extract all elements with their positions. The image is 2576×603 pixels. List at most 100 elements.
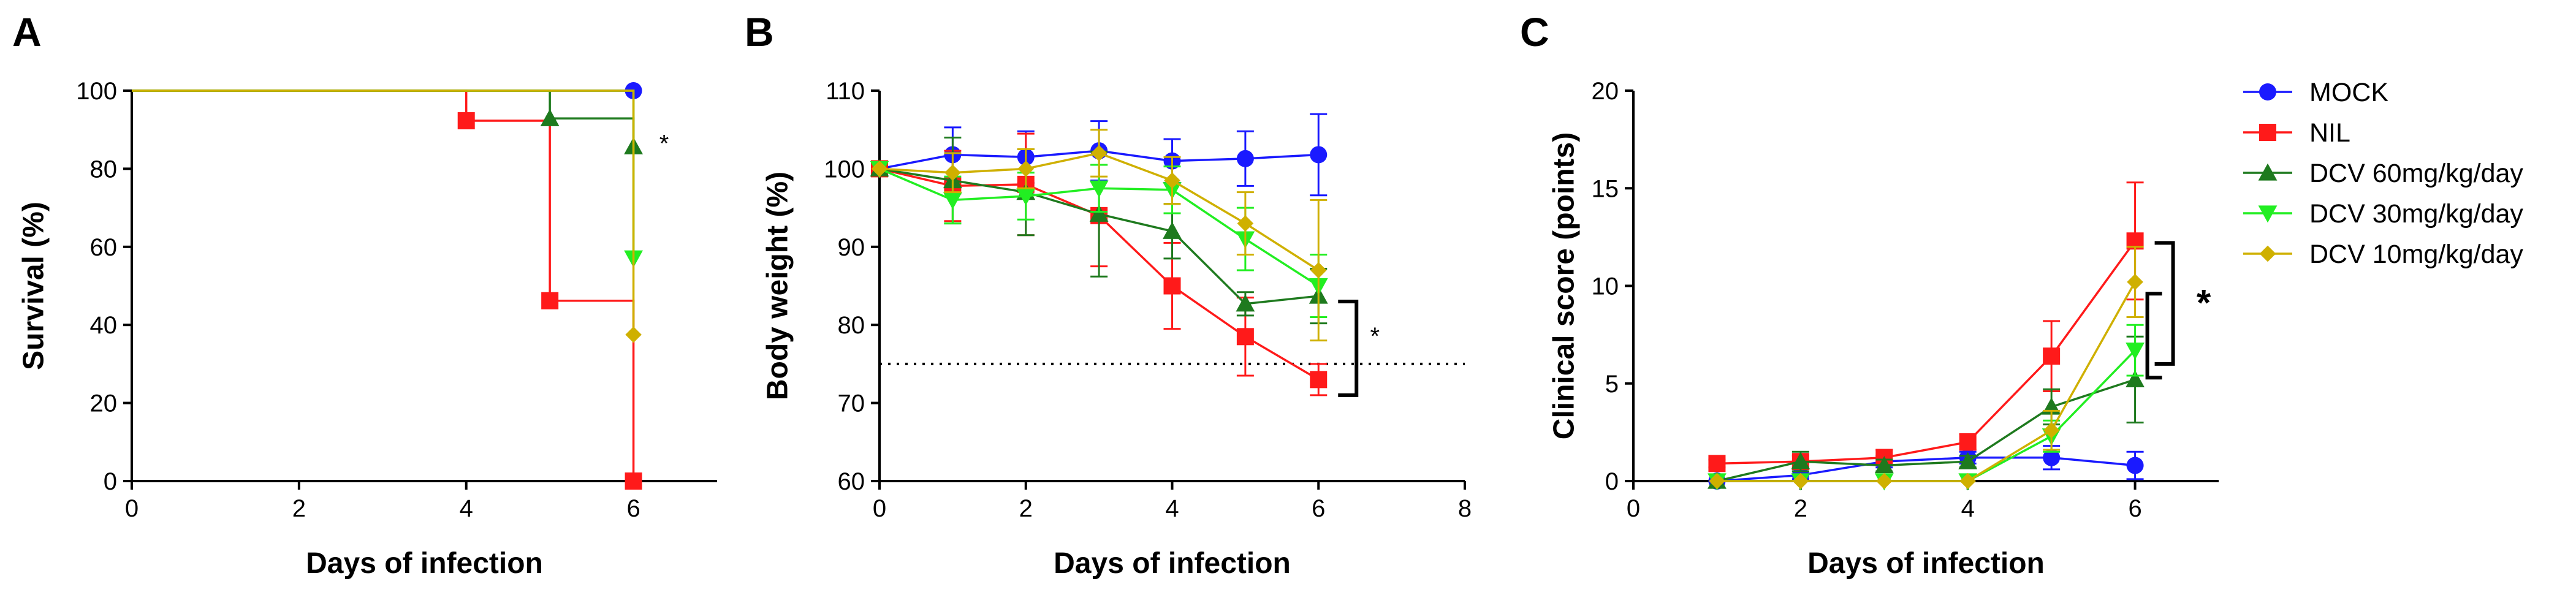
significance-marker: * [659,131,669,157]
series-line [1717,378,2136,482]
x-tick-label: 2 [1794,495,1807,522]
data-point [1875,472,1893,490]
data-point [2043,422,2060,439]
data-point [457,112,475,130]
series-dcv10 [871,129,1328,342]
x-tick-label: 4 [1961,495,1975,522]
y-tick-label: 90 [838,234,865,261]
x-tick-label: 2 [1019,495,1033,522]
y-tick-label: 15 [1592,175,1619,202]
x-tick-label: 6 [626,495,640,522]
data-point [1090,145,1108,162]
data-point [540,108,560,126]
y-axis-title: Clinical score (points) [1548,132,1581,439]
series-line [1717,240,2136,465]
data-point [1089,180,1109,198]
legend-marker [2259,245,2276,262]
series-line [132,89,635,259]
legend-label: DCV 60mg/kg/day [2309,159,2523,188]
legend-marker [2258,163,2278,181]
x-tick-label: 0 [125,495,139,522]
series-dcv60 [132,89,643,154]
y-axis-title: Survival (%) [18,202,50,370]
y-tick-label: 20 [1592,78,1619,105]
data-point [1958,452,1978,469]
y-tick-label: 40 [90,312,118,339]
data-point [2126,457,2144,474]
data-point [1163,277,1181,295]
data-point [1792,472,1809,490]
series-dcv60 [1708,335,2145,489]
legend-item-dcv60: DCV 60mg/kg/day [2243,159,2523,188]
series-line [1717,281,2137,482]
series-nil [1708,181,2144,472]
y-tick-label: 10 [1592,273,1619,300]
x-axis-title: Days of infection [1054,547,1291,580]
series-line [1717,457,2135,482]
y-tick-label: 80 [90,156,118,183]
data-point [2127,273,2143,290]
data-point [1874,456,1894,474]
data-point [1959,472,1977,490]
data-point [1163,221,1182,239]
legend-item-dcv30: DCV 30mg/kg/day [2243,199,2523,229]
y-tick-label: 100 [76,78,117,105]
x-axis-title: Days of infection [306,547,543,580]
significance-marker: * [2197,282,2211,323]
data-point [1709,472,1725,490]
x-tick-label: 0 [873,495,886,522]
data-point [943,192,962,210]
series-dcv10 [1709,246,2144,490]
data-point [1236,294,1255,312]
y-tick-label: 60 [90,234,118,261]
data-point [541,292,559,309]
data-point [1236,328,1254,346]
data-point [1310,262,1327,279]
x-axis-title: Days of infection [1807,547,2045,580]
data-point [1017,161,1035,177]
panel-letter: B [745,9,774,55]
y-tick-label: 110 [826,78,865,105]
significance-bracket [1338,299,1359,397]
data-point [1708,455,1726,472]
significance-bracket [2145,292,2162,380]
legend-marker [2259,83,2276,100]
significance-marker: * [1370,323,1380,350]
y-tick-label: 100 [824,156,865,183]
data-point [625,326,642,343]
series-line [132,89,635,481]
y-tick-label: 20 [90,390,118,417]
panel-c-clinical-score: C 0 5 10 15 20 0 2 4 6 Days of infection Clinical s… [1520,9,2219,580]
data-point [1237,215,1254,232]
y-tick-label: 0 [1605,468,1619,495]
panel-letter: C [1520,9,1549,55]
x-tick-label: 0 [1627,495,1640,522]
series-dcv30 [1708,324,2145,491]
legend-label: NIL [2309,118,2350,148]
y-axis-title: Body weight (%) [762,172,794,400]
legend-label: DCV 10mg/kg/day [2309,240,2523,269]
significance-bracket [2154,241,2175,366]
x-tick-label: 4 [460,495,473,522]
panel-letter: A [12,9,42,55]
series-line [132,89,635,335]
legend-item-mock: MOCK [2243,78,2388,107]
data-point [2043,449,2061,466]
legend-item-nil: NIL [2243,118,2350,148]
series-line [132,89,635,147]
data-point [1310,371,1328,389]
data-point [2126,370,2145,387]
data-point [2126,343,2145,360]
data-point [1310,146,1328,164]
x-tick-label: 8 [1458,495,1472,522]
data-point [1164,172,1180,189]
data-point [625,472,642,490]
data-point [944,164,961,181]
x-tick-label: 4 [1165,495,1179,522]
x-tick-label: 6 [1312,495,1325,522]
y-tick-label: 80 [838,312,865,339]
legend-marker [2258,205,2278,223]
panel-a-survival: A 0 20 40 60 80 100 0 2 4 6 Days of infection Surviv… [12,9,717,580]
y-tick-label: 0 [104,468,117,495]
